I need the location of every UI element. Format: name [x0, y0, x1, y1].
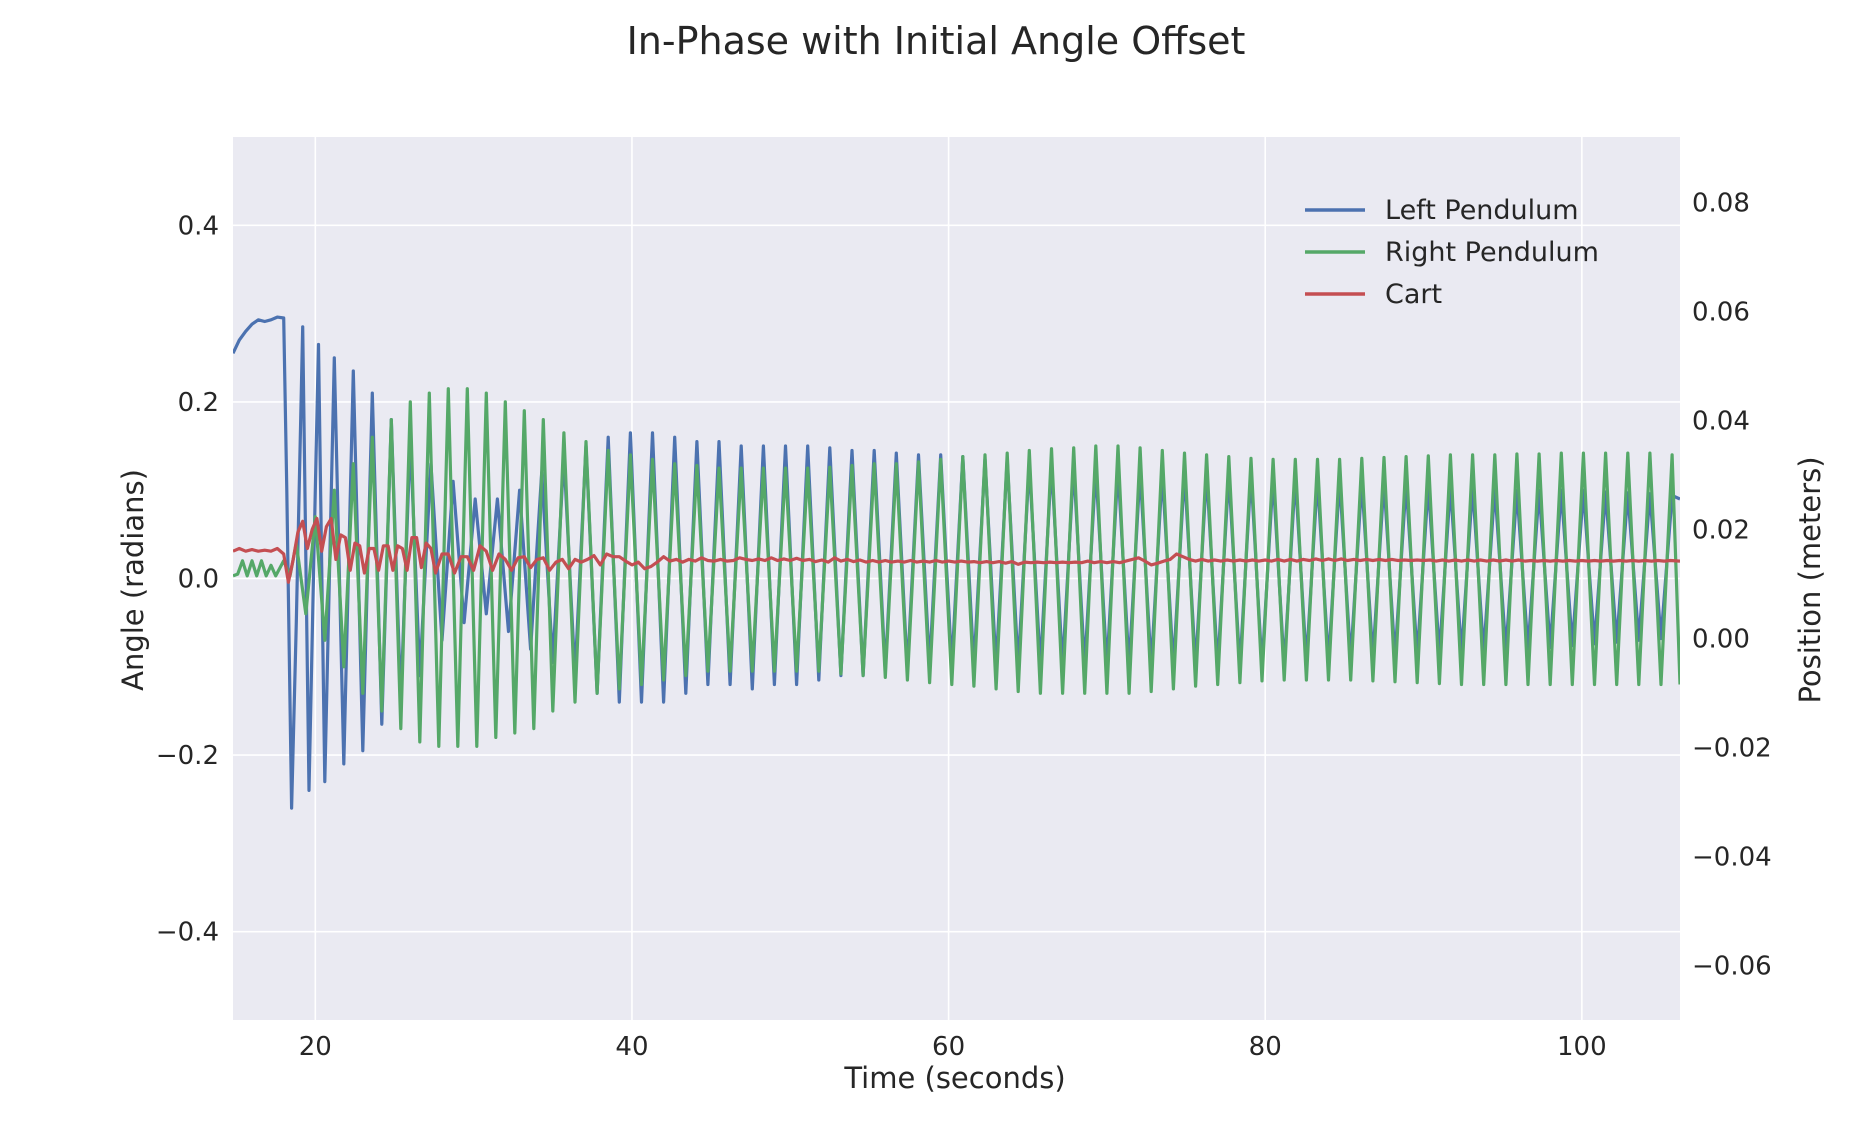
y-tick-label: 0.4: [178, 211, 219, 241]
y-axis-label: Angle (radians): [116, 469, 150, 691]
y-axis-left: −0.4 −0.2 0.0 0.2 0.4: [156, 211, 219, 947]
y-tick-label: 0.2: [178, 388, 219, 418]
x-tick-label: 40: [615, 1032, 648, 1062]
y2-tick-label: −0.06: [1692, 951, 1772, 981]
series-layer: [233, 315, 1680, 810]
legend: Left Pendulum Right Pendulum Cart: [1305, 195, 1599, 310]
legend-label-left-pendulum: Left Pendulum: [1385, 195, 1579, 226]
x-tick-label: 100: [1557, 1032, 1607, 1062]
y2-tick-label: 0.02: [1692, 515, 1750, 545]
y-tick-label: −0.4: [156, 918, 219, 948]
y2-tick-label: 0.06: [1692, 297, 1750, 327]
x-axis-label: Time (seconds): [843, 1061, 1065, 1095]
legend-label-right-pendulum: Right Pendulum: [1385, 237, 1599, 268]
y-tick-label: 0.0: [178, 565, 219, 595]
x-tick-label: 80: [1249, 1032, 1282, 1062]
y2-axis-label: Position (meters): [1793, 456, 1827, 703]
legend-label-cart: Cart: [1385, 279, 1442, 310]
y2-tick-label: −0.02: [1692, 733, 1772, 763]
x-tick-label: 60: [932, 1032, 965, 1062]
x-tick-label: 20: [299, 1032, 332, 1062]
y2-tick-label: −0.04: [1692, 842, 1772, 872]
y2-tick-label: 0.00: [1692, 624, 1750, 654]
y-axis-right: −0.06 −0.04 −0.02 0.00 0.02 0.04 0.06 0.08: [1692, 188, 1772, 981]
y2-tick-label: 0.08: [1692, 188, 1750, 218]
x-axis: 20 40 60 80 100: [299, 1032, 1607, 1062]
y2-tick-label: 0.04: [1692, 406, 1750, 436]
y-tick-label: −0.2: [156, 741, 219, 771]
chart-title: In-Phase with Initial Angle Offset: [627, 19, 1246, 63]
series-line-cart: [233, 516, 1680, 584]
